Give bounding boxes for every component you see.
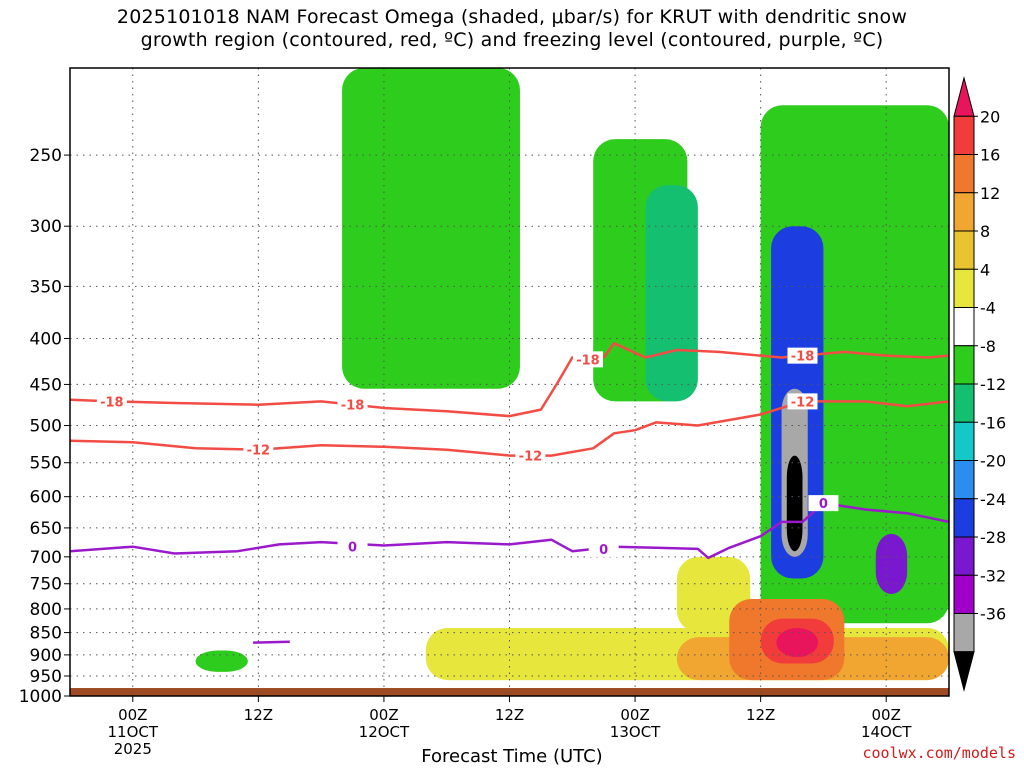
- x-axis-title: Forecast Time (UTC): [421, 746, 603, 767]
- colorbar-swatch-6: [953, 307, 975, 347]
- contour-label-bg-0-1: [337, 396, 368, 413]
- colorbar-label-3: 8: [980, 222, 990, 241]
- xtick-label-2-1: 12OCT: [359, 723, 410, 741]
- ytick-label-500: 500: [30, 417, 62, 437]
- colorbar-label-10: -24: [980, 490, 1006, 509]
- xtick-label-2-0: 00Z: [369, 706, 398, 724]
- colorbar-label-4: 4: [980, 260, 990, 279]
- colorbar-swatch-14: [953, 613, 975, 653]
- contour-label-2-1: 0: [599, 543, 608, 558]
- contour-label-bg-1-0: [243, 441, 274, 458]
- ytick-label-600: 600: [30, 488, 62, 508]
- contour-label-0-3: -18: [791, 350, 815, 365]
- colorbar-swatch-5: [953, 268, 975, 308]
- ytick-label-850: 850: [30, 624, 62, 644]
- omega-region-neg28: [875, 533, 908, 595]
- omega-region-neg12: [645, 185, 698, 402]
- xtick-label-4-1: 13OCT: [610, 723, 661, 741]
- colorbar-label-0: 20: [980, 107, 1000, 126]
- chart-title-line1: 2025101018 NAM Forecast Omega (shaded, μ…: [116, 6, 908, 28]
- colorbar-swatch-4: [953, 230, 975, 270]
- contour-label-bg-2-1: [588, 540, 619, 557]
- colorbar-swatch-2: [953, 154, 975, 194]
- colorbar-label-2: 12: [980, 184, 1000, 203]
- contour-label-1-1: -12: [519, 450, 543, 465]
- ytick-label-900: 900: [30, 646, 62, 666]
- contour-lines: -18 -18 -18 -18 -12 -12 -12 0 0 0: [70, 342, 949, 644]
- contour-label-bg-2-0: [337, 538, 368, 555]
- omega-shading: [70, 68, 949, 696]
- colorbar-label-11: -28: [980, 528, 1006, 547]
- contour-label-bg-0-3: [787, 347, 818, 364]
- xtick-label-0-0: 00Z: [118, 706, 147, 724]
- xtick-label-3-0: 12Z: [495, 706, 524, 724]
- ytick-label-750: 750: [30, 575, 62, 595]
- ytick-label-250: 250: [30, 146, 62, 166]
- xtick-label-1-0: 12Z: [244, 706, 273, 724]
- colorbar-label-8: -16: [980, 413, 1006, 432]
- colorbar-label-6: -8: [980, 337, 996, 356]
- ytick-label-800: 800: [30, 600, 62, 620]
- colorbar-top-arrow: [953, 76, 975, 117]
- ytick-label-1000: 1000: [19, 687, 62, 707]
- xtick-label-4-0: 00Z: [620, 706, 649, 724]
- ytick-label-950: 950: [30, 667, 62, 687]
- xtick-label-5-0: 12Z: [746, 706, 775, 724]
- colorbar-swatch-7: [953, 345, 975, 385]
- ytick-label-550: 550: [30, 454, 62, 474]
- colorbar-swatch-9: [953, 421, 975, 461]
- colorbar-label-12: -32: [980, 566, 1006, 585]
- xtick-label-0-2: 2025: [114, 740, 152, 758]
- contour-label-2-2: 0: [819, 497, 828, 512]
- contour-label-bg-1-2: [787, 393, 818, 410]
- contour-label-bg-0-2: [572, 351, 603, 368]
- colorbar-label-1: 16: [980, 146, 1000, 165]
- colorbar-label-7: -12: [980, 375, 1006, 394]
- contour-label-2-0: 0: [348, 541, 357, 556]
- colorbar: 20 16 12 8 4 -4 -8 -12 -16 -20 -24 -28 -32 -36: [953, 76, 1006, 692]
- colorbar-swatch-11: [953, 498, 975, 538]
- contour-label-1-2: -12: [791, 395, 815, 410]
- colorbar-swatch-12: [953, 536, 975, 576]
- ytick-label-400: 400: [30, 329, 62, 349]
- colorbar-swatch-13: [953, 574, 975, 614]
- contour-segment-3: [253, 640, 290, 644]
- omega-region-20: [776, 627, 819, 658]
- xtick-label-6-0: 00Z: [872, 706, 901, 724]
- contour-label-0-1: -18: [341, 399, 365, 414]
- colorbar-swatch-1: [953, 115, 975, 155]
- ytick-label-700: 700: [30, 548, 62, 568]
- colorbar-swatch-3: [953, 192, 975, 232]
- grid-lines: [70, 68, 949, 696]
- contour-label-bg-0-0: [96, 393, 127, 410]
- omega-region-neg36: [786, 455, 803, 552]
- ytick-label-350: 350: [30, 277, 62, 297]
- contour-neg18-0: [70, 342, 949, 418]
- colorbar-label-9: -20: [980, 452, 1006, 471]
- ytick-label-300: 300: [30, 217, 62, 237]
- y-axis-ticks: 2503003504004505005506006507007508008509…: [19, 146, 70, 707]
- ytick-label-450: 450: [30, 375, 62, 395]
- contour-label-0-2: -18: [576, 353, 600, 368]
- credit-link[interactable]: coolwx.com/models: [862, 744, 1016, 762]
- colorbar-bottom-arrow: [953, 651, 975, 692]
- colorbar-label-5: -4: [980, 299, 996, 318]
- omega-region-neg8: [342, 68, 520, 389]
- xtick-label-6-1: 14OCT: [861, 723, 912, 741]
- ytick-label-650: 650: [30, 519, 62, 539]
- contour-label-bg-2-2: [808, 495, 839, 512]
- colorbar-swatch-8: [953, 383, 975, 423]
- omega-region-neg8: [195, 650, 248, 672]
- xtick-label-0-1: 11OCT: [108, 723, 159, 741]
- contour-label-bg-1-1: [515, 447, 546, 464]
- colorbar-swatch-10: [953, 460, 975, 500]
- contour-label-0-0: -18: [100, 395, 124, 410]
- chart-title-line2: growth region (contoured, red, ºC) and f…: [140, 29, 884, 51]
- colorbar-label-13: -36: [980, 605, 1006, 624]
- contour-label-1-0: -12: [247, 444, 271, 459]
